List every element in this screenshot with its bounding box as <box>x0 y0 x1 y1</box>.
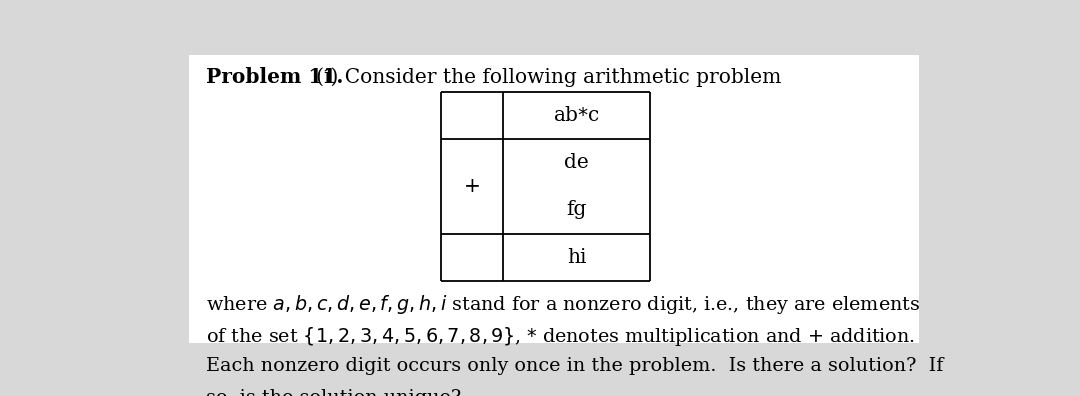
Text: ab$*$c: ab$*$c <box>553 106 600 125</box>
Text: of the set $\{1, 2, 3, 4, 5, 6, 7, 8, 9\}$, $*$ denotes multiplication and $+$ a: of the set $\{1, 2, 3, 4, 5, 6, 7, 8, 9\… <box>206 325 915 348</box>
Text: +: + <box>463 177 481 196</box>
Text: where $a, b, c, d, e, f, g, h, i$ stand for a nonzero digit, i.e., they are elem: where $a, b, c, d, e, f, g, h, i$ stand … <box>206 293 920 316</box>
FancyBboxPatch shape <box>189 55 919 343</box>
Text: Each nonzero digit occurs only once in the problem.  Is there a solution?  If: Each nonzero digit occurs only once in t… <box>206 357 944 375</box>
Text: (i) Consider the following arithmetic problem: (i) Consider the following arithmetic pr… <box>297 67 781 87</box>
Text: hi: hi <box>567 248 586 267</box>
Text: de: de <box>564 153 589 172</box>
Text: fg: fg <box>566 200 586 219</box>
Text: so, is the solution unique?: so, is the solution unique? <box>206 389 461 396</box>
Text: Problem 11.: Problem 11. <box>206 67 343 88</box>
